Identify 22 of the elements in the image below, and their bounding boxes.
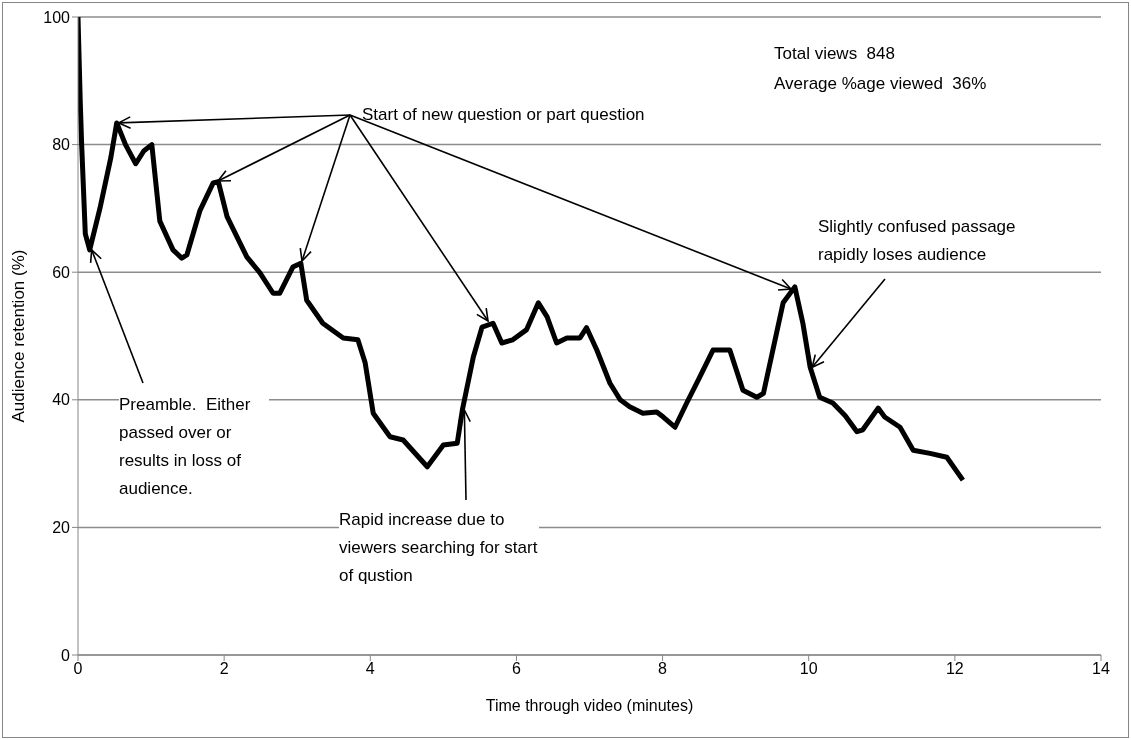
y-axis-title: Audience retention (%) <box>9 249 29 423</box>
y-tick-label: 60 <box>52 263 71 281</box>
x-axis-title: Time through video (minutes) <box>485 697 694 714</box>
annotation: Average %age viewed 36% <box>774 73 988 95</box>
y-tick-label: 0 <box>61 646 71 664</box>
x-tick-label: 10 <box>799 660 818 678</box>
annotation: Total views 848 <box>774 43 896 65</box>
y-tick-label: 20 <box>52 519 71 537</box>
y-tick-label: 80 <box>52 136 71 154</box>
x-tick-label: 0 <box>73 660 83 678</box>
x-tick-label: 8 <box>658 660 668 678</box>
annotation: Slightly confused passage rapidly loses audience <box>818 216 1017 266</box>
y-tick-label: 100 <box>43 8 71 26</box>
x-tick-label: 12 <box>945 660 964 678</box>
annotation: Rapid increase due to viewers searching for start of qustion <box>339 506 539 590</box>
annotation: Preamble. Either passed over or results in loss of audience. <box>119 391 269 503</box>
x-tick-label: 6 <box>511 660 521 678</box>
x-tick-label: 4 <box>365 660 375 678</box>
y-tick-label: 40 <box>52 391 71 409</box>
x-tick-label: 14 <box>1092 660 1110 678</box>
x-tick-label: 2 <box>219 660 229 678</box>
annotation: Start of new question or part question <box>362 104 646 126</box>
